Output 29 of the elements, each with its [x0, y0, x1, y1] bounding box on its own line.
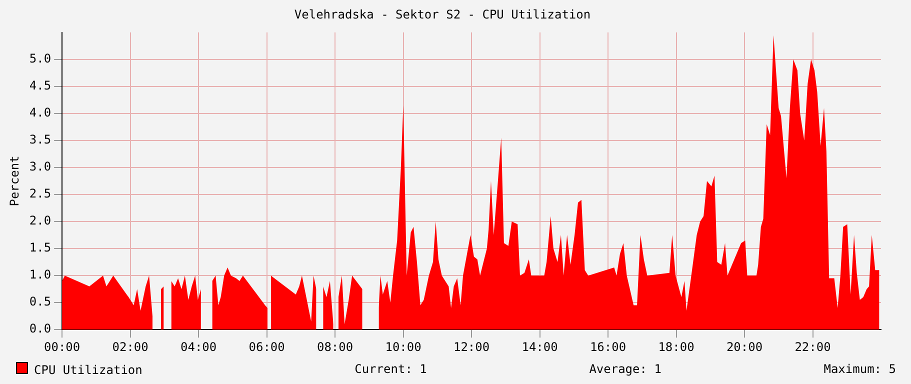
x-tick-label: 22:00: [794, 340, 831, 354]
x-tick-label: 06:00: [248, 340, 285, 354]
x-tick-label: 10:00: [385, 340, 422, 354]
x-tick-label: 08:00: [316, 340, 354, 354]
x-tick-label: 12:00: [453, 340, 490, 354]
text: Average: 1: [589, 362, 662, 376]
y-tick-label: 2.0: [29, 214, 52, 228]
x-tick-label: 02:00: [112, 340, 148, 354]
chart-title: Velehradska - Sektor S2 - CPU Utilization: [294, 7, 591, 22]
x-tick-label: 20:00: [726, 340, 763, 354]
y-tick-label: 3.5: [29, 132, 52, 147]
y-tick-label: 2.5: [29, 186, 52, 201]
legend-label: CPU Utilization: [33, 362, 142, 376]
y-tick-label: 1.0: [29, 268, 52, 282]
y-tick-label: 1.5: [29, 240, 52, 255]
x-tick-label: 00:00: [44, 340, 80, 354]
y-tick-label: 5.0: [29, 52, 52, 66]
x-tick-label: 18:00: [658, 340, 694, 354]
x-tick-label: 04:00: [180, 340, 217, 354]
y-tick-label: 4.0: [29, 106, 52, 120]
y-tick-label: 0.5: [29, 294, 52, 309]
x-tick-label: 14:00: [522, 340, 558, 354]
y-tick-label: 3.0: [29, 160, 52, 174]
text: Current: 1: [354, 362, 427, 376]
x-tick-label: 16:00: [590, 340, 626, 354]
y-axis-title: Percent: [7, 156, 22, 206]
y-tick-label: 4.5: [29, 78, 52, 93]
text: Maximum: 5: [824, 362, 896, 376]
y-tick-label: 0.0: [29, 322, 52, 336]
